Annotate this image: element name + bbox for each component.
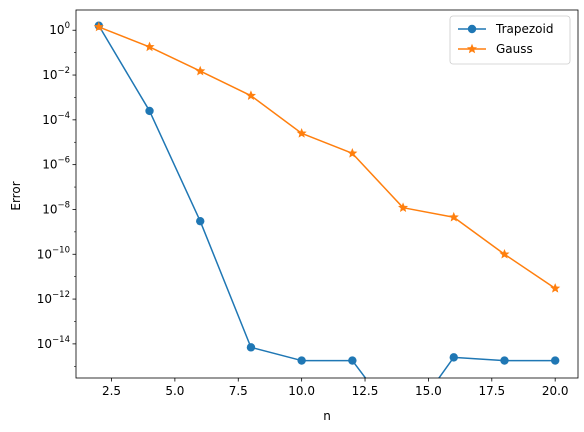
data-point-gauss bbox=[448, 211, 459, 222]
x-tick-label: 12.5 bbox=[352, 384, 379, 398]
data-point-gauss bbox=[144, 41, 155, 52]
y-tick-label: 10−14 bbox=[37, 335, 70, 351]
x-tick-label: 5.0 bbox=[165, 384, 184, 398]
x-tick-label: 10.0 bbox=[288, 384, 315, 398]
y-axis-label: Error bbox=[9, 181, 23, 210]
data-point-trapezoid bbox=[297, 356, 306, 365]
data-point-trapezoid bbox=[145, 106, 154, 116]
data-point-trapezoid bbox=[500, 356, 509, 365]
x-axis-label: n bbox=[323, 409, 331, 423]
data-point-gauss bbox=[245, 90, 256, 100]
y-tick-label: 10−10 bbox=[37, 245, 70, 261]
x-tick-label: 20.0 bbox=[542, 384, 569, 398]
data-point-trapezoid bbox=[196, 216, 205, 226]
y-tick-label: 10−2 bbox=[42, 66, 70, 82]
legend-box bbox=[449, 15, 571, 65]
data-point-gauss bbox=[93, 21, 104, 32]
data-point-trapezoid bbox=[550, 356, 560, 365]
y-tick-label: 10−8 bbox=[42, 200, 70, 216]
legend-marker-trapezoid bbox=[467, 24, 477, 34]
data-point-gauss bbox=[499, 248, 510, 259]
legend-label-trapezoid: Trapezoid bbox=[495, 22, 553, 36]
series-line-trapezoid bbox=[98, 25, 556, 378]
x-tick-label: 7.5 bbox=[229, 384, 248, 398]
y-tick-label: 10−6 bbox=[42, 156, 70, 172]
series-line-gauss bbox=[98, 26, 556, 290]
legend-label-gauss: Gauss bbox=[496, 42, 533, 56]
data-point-trapezoid bbox=[449, 353, 458, 362]
data-point-gauss bbox=[296, 128, 307, 138]
x-tick-label: 17.5 bbox=[478, 384, 505, 398]
y-tick-label: 100 bbox=[49, 21, 70, 37]
y-tick-label: 10−4 bbox=[42, 111, 70, 127]
plot-area bbox=[93, 21, 561, 378]
plot-frame bbox=[75, 9, 579, 379]
x-tick-label: 15.0 bbox=[415, 384, 442, 398]
legend: Trapezoid Gauss bbox=[449, 15, 571, 65]
legend-marker-gauss bbox=[466, 43, 478, 54]
data-point-trapezoid bbox=[246, 343, 256, 352]
data-point-gauss bbox=[398, 202, 409, 212]
x-tick-label: 2.5 bbox=[102, 384, 121, 398]
data-point-gauss bbox=[550, 283, 561, 293]
data-point-gauss bbox=[347, 148, 358, 158]
data-point-trapezoid bbox=[348, 356, 357, 365]
data-point-gauss bbox=[195, 65, 206, 76]
y-tick-label: 10−12 bbox=[37, 290, 70, 306]
